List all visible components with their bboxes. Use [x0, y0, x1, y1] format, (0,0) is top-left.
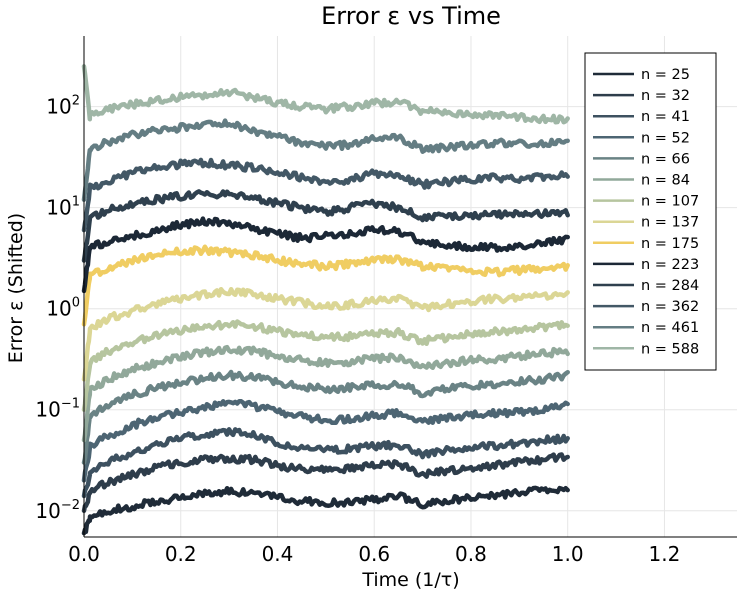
legend-label: n = 84 — [641, 173, 690, 189]
series-line — [81, 118, 570, 202]
axes — [83, 36, 737, 538]
series-lines — [81, 64, 570, 536]
legend-label: n = 137 — [641, 215, 699, 231]
legend-label: n = 41 — [641, 109, 690, 125]
y-tick-label: 101 — [46, 195, 80, 220]
y-axis-title: Error ε (Shifted) — [5, 213, 27, 363]
x-tick-label: 1.2 — [649, 542, 681, 566]
y-tick-labels: 10−2 10−1 100 101 102 — [35, 94, 80, 523]
legend-box — [584, 52, 717, 371]
y-tick-label: 10−1 — [35, 397, 80, 422]
x-axis-title: Time (1/τ) — [361, 569, 459, 591]
x-tick-label: 0.8 — [455, 542, 487, 566]
x-tick-label: 1.0 — [552, 542, 584, 566]
series-line — [81, 216, 570, 294]
series-line — [81, 344, 570, 443]
x-tick-labels: 0.0 0.2 0.4 0.6 0.8 1.0 1.2 — [68, 542, 680, 566]
y-tick-label: 102 — [46, 94, 80, 119]
series-line — [81, 157, 570, 233]
legend-label: n = 32 — [641, 88, 690, 104]
legend-label: n = 284 — [641, 278, 699, 294]
legend-label: n = 461 — [641, 320, 699, 336]
x-tick-label: 0.6 — [358, 542, 390, 566]
series-line — [81, 64, 570, 125]
series-line — [81, 286, 570, 382]
legend-label: n = 107 — [641, 194, 699, 210]
legend-label: n = 25 — [641, 67, 690, 83]
legend-label: n = 362 — [641, 299, 699, 315]
legend-label: n = 52 — [641, 130, 690, 146]
series-line — [81, 398, 570, 483]
series-line — [81, 485, 570, 536]
x-tick-label: 0.4 — [262, 542, 294, 566]
x-tick-label: 0.2 — [165, 542, 197, 566]
series-line — [81, 452, 570, 514]
series-line — [81, 369, 570, 465]
legend-label: n = 588 — [641, 341, 699, 357]
legend-label: n = 175 — [641, 236, 699, 252]
series-line — [81, 319, 570, 412]
legend-label: n = 223 — [641, 257, 699, 273]
x-tick-label: 0.0 — [68, 542, 100, 566]
y-tick-label: 100 — [46, 296, 80, 321]
legend: n = 25 n = 32 n = 41 n = 52 n = 66 n = 84 n = … — [584, 52, 717, 371]
series-line — [81, 189, 570, 263]
legend-label: n = 66 — [641, 151, 690, 167]
chart-title: Error ε vs Time — [321, 2, 501, 30]
series-line — [81, 427, 570, 499]
y-tick-label: 10−2 — [35, 498, 80, 523]
series-line — [81, 244, 570, 327]
